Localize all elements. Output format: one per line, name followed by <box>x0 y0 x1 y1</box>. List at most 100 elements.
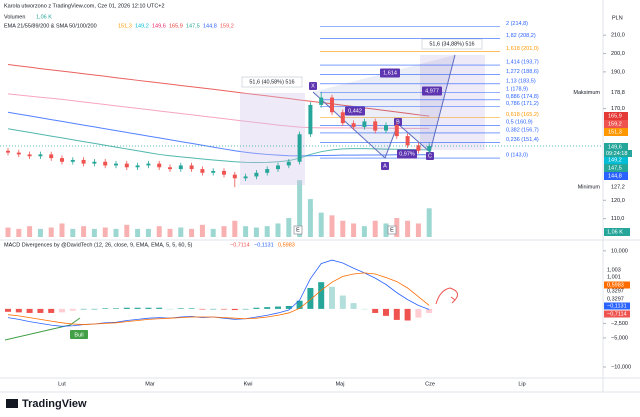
macd-histogram-bar <box>102 308 109 309</box>
volume-bar <box>394 218 400 237</box>
macd-legend-value: −0,7114 <box>230 242 250 248</box>
candle-body <box>243 176 248 179</box>
pattern-point-bg <box>309 82 317 90</box>
candle-body <box>340 112 345 124</box>
pattern-ratio: 4,977 <box>425 88 439 94</box>
pattern-ratio-bg <box>422 86 442 96</box>
macd-legend-value: −0,1131 <box>254 242 274 248</box>
pattern-point: B <box>396 119 400 125</box>
volume-bar <box>37 228 43 237</box>
candle-body <box>124 163 129 168</box>
currency: PLN <box>612 15 623 21</box>
volume-bar <box>48 227 54 237</box>
x-tick-label: Maj <box>336 381 345 387</box>
macd-histogram-bar <box>307 287 314 309</box>
pattern-ratio: 1,614 <box>383 70 397 76</box>
candle-body <box>70 159 75 162</box>
candle-body <box>394 125 399 137</box>
pattern-ratio: 0,97% <box>399 151 415 157</box>
ma-value: 147,5 <box>186 23 200 29</box>
macd-badge-label: −0,1131 <box>607 303 627 309</box>
price-badge-label: 151,3 <box>608 129 622 135</box>
moving-average <box>7 111 430 157</box>
macd-histogram-bar <box>339 295 346 309</box>
price-badge <box>604 143 628 151</box>
volume-bar <box>113 228 119 237</box>
volume-bar <box>102 227 108 237</box>
macd-badge-label: 0,3297 <box>607 288 624 294</box>
price-badge-label: 144,8 <box>608 173 622 179</box>
price-badge-label: 149,6 <box>608 144 622 150</box>
macd-histogram-bar <box>372 308 379 313</box>
volume-badge-label: 1,06 K <box>607 229 623 235</box>
candle-body <box>319 97 324 105</box>
price-badge <box>604 156 628 164</box>
volume-bar <box>275 223 281 237</box>
volume-bar <box>307 199 313 237</box>
macd-histogram-bar <box>123 307 130 309</box>
candle-body <box>6 150 10 153</box>
volume-bar <box>329 215 335 237</box>
x-tick-label: Lut <box>58 381 66 387</box>
pattern-point: X <box>311 83 315 89</box>
pattern-point: C <box>428 153 432 159</box>
volume-bar <box>426 208 432 237</box>
macd-histogram-bar <box>415 308 422 318</box>
volume-bar <box>340 220 346 237</box>
fib-label: 0,886 (174,8) <box>506 94 539 100</box>
volume-bar <box>318 212 324 237</box>
pattern-ratio-bg <box>345 106 365 116</box>
extreme-value: 178,8 <box>611 90 625 96</box>
macd-histogram-bar <box>69 308 76 311</box>
event-mark: E <box>390 227 394 233</box>
macd-histogram-bar <box>318 282 325 309</box>
fib-label: 0,618 (165,2) <box>506 112 539 118</box>
brand: TradingView <box>22 398 87 410</box>
price-badge <box>604 172 628 180</box>
macd-histogram-bar <box>188 308 195 309</box>
pattern-point-bg <box>381 162 389 170</box>
macd-histogram-bar <box>393 308 400 320</box>
candle-body <box>265 169 270 173</box>
macd-histogram-bar <box>264 307 271 309</box>
bull-label: Bull <box>74 332 83 338</box>
volume-bar <box>16 228 22 237</box>
candle-body <box>92 161 97 164</box>
fib-label: 1,414 (193,7) <box>506 60 539 66</box>
volume-bar <box>405 220 411 237</box>
fib-label: 0,382 (156,7) <box>506 127 539 133</box>
candle-body <box>38 154 43 157</box>
macd-histogram-bar <box>134 307 141 309</box>
candle-body <box>427 145 432 151</box>
macd-histogram-bar <box>15 308 22 313</box>
macd-histogram-bar <box>404 308 411 321</box>
price-badge <box>604 112 628 120</box>
x-tick-label: Mar <box>145 381 155 387</box>
macd-histogram-bar <box>177 308 184 309</box>
candle-body <box>60 158 64 162</box>
fib-label: 1 (178,9) <box>506 87 528 93</box>
candle-body <box>405 136 410 146</box>
macd-histogram-bar <box>285 305 292 309</box>
price-badge-label: 149,2 <box>608 157 622 163</box>
price-badge-label: 147,5 <box>608 165 622 171</box>
ma-value: 159,2 <box>220 23 234 29</box>
volume-bar <box>286 218 292 237</box>
volume-bar <box>221 226 227 237</box>
macd-histogram-bar <box>253 307 260 309</box>
fib-label: 1,618 (201,0) <box>506 46 539 52</box>
extreme-name: Maksimum <box>573 90 600 96</box>
candle-body <box>200 169 205 173</box>
macd-badge-label: −0,7114 <box>607 311 627 317</box>
candle-body <box>27 154 32 157</box>
candle-body <box>222 170 226 175</box>
y-tick-label: 210,0 <box>611 33 625 39</box>
volume-bar <box>124 224 130 237</box>
volume-bar <box>70 228 76 237</box>
bull-badge <box>70 330 88 339</box>
price-badge <box>604 120 628 128</box>
macd-line <box>7 272 430 325</box>
fib-label: 2 (214,8) <box>506 21 528 27</box>
event-mark: E <box>296 227 300 233</box>
